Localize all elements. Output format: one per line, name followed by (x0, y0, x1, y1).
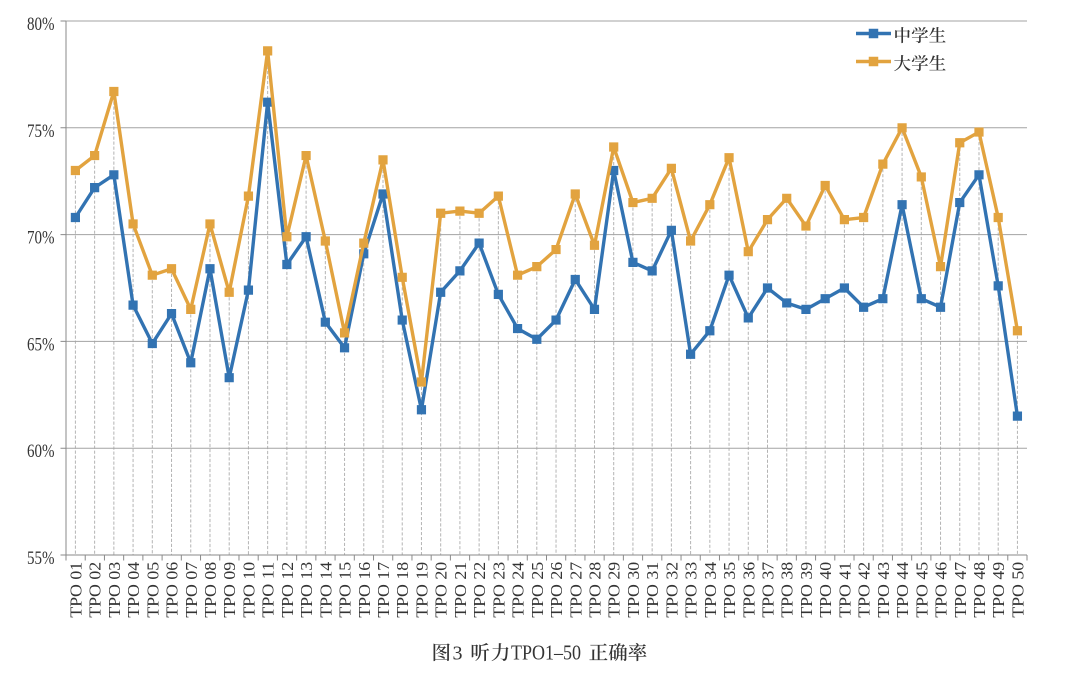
svg-text:80%: 80% (27, 14, 55, 35)
svg-text:TPO 43: TPO 43 (874, 562, 893, 618)
svg-text:TPO 23: TPO 23 (489, 562, 508, 618)
svg-text:TPO 48: TPO 48 (970, 562, 989, 618)
svg-text:TPO 36: TPO 36 (739, 562, 758, 618)
svg-text:TPO 37: TPO 37 (759, 562, 778, 618)
svg-text:TPO 22: TPO 22 (470, 562, 489, 618)
svg-text:TPO 19: TPO 19 (412, 562, 431, 618)
svg-text:TPO 44: TPO 44 (893, 562, 912, 618)
svg-text:TPO 30: TPO 30 (624, 562, 643, 618)
svg-text:TPO 04: TPO 04 (124, 562, 143, 618)
svg-text:75%: 75% (27, 121, 55, 142)
svg-text:3: 3 (453, 643, 463, 665)
svg-text:TPO 40: TPO 40 (816, 562, 835, 618)
svg-text:TPO 13: TPO 13 (297, 562, 316, 618)
svg-text:TPO 38: TPO 38 (778, 562, 797, 618)
svg-text:TPO 17: TPO 17 (374, 562, 393, 618)
svg-text:TPO 11: TPO 11 (259, 562, 278, 618)
svg-text:TPO 14: TPO 14 (316, 562, 335, 618)
svg-text:TPO 09: TPO 09 (220, 562, 239, 618)
svg-text:65%: 65% (27, 334, 55, 355)
svg-text:TPO 33: TPO 33 (682, 562, 701, 618)
svg-text:TPO 10: TPO 10 (239, 562, 258, 618)
svg-text:TPO 05: TPO 05 (143, 562, 162, 618)
svg-text:TPO 02: TPO 02 (86, 562, 105, 618)
svg-text:TPO 12: TPO 12 (278, 562, 297, 618)
svg-text:TPO 18: TPO 18 (393, 562, 412, 618)
svg-text:TPO 20: TPO 20 (432, 562, 451, 618)
svg-text:70%: 70% (27, 228, 55, 249)
svg-text:60%: 60% (27, 441, 55, 462)
svg-text:TPO 31: TPO 31 (643, 562, 662, 618)
svg-text:TPO 08: TPO 08 (201, 562, 220, 618)
svg-text:TPO 15: TPO 15 (336, 562, 355, 618)
svg-text:TPO 24: TPO 24 (509, 562, 528, 618)
svg-text:TPO 21: TPO 21 (451, 562, 470, 618)
svg-text:TPO 07: TPO 07 (182, 562, 201, 618)
svg-text:TPO 39: TPO 39 (797, 562, 816, 618)
svg-text:TPO 27: TPO 27 (566, 562, 585, 618)
svg-text:TPO 01: TPO 01 (66, 562, 85, 618)
svg-text:TPO 42: TPO 42 (855, 562, 874, 618)
svg-text:TPO 35: TPO 35 (720, 562, 739, 618)
svg-text:TPO 26: TPO 26 (547, 562, 566, 618)
svg-text:TPO 46: TPO 46 (932, 562, 951, 618)
svg-text:TPO 32: TPO 32 (662, 562, 681, 618)
svg-text:TPO 16: TPO 16 (355, 562, 374, 618)
svg-text:TPO 34: TPO 34 (701, 562, 720, 618)
svg-text:TPO 49: TPO 49 (989, 562, 1008, 618)
svg-text:TPO 06: TPO 06 (163, 562, 182, 618)
svg-text:TPO 47: TPO 47 (951, 562, 970, 618)
svg-text:TPO 41: TPO 41 (835, 562, 854, 618)
svg-text:TPO 45: TPO 45 (912, 562, 931, 618)
svg-text:TPO 25: TPO 25 (528, 562, 547, 618)
svg-text:TPO 29: TPO 29 (605, 562, 624, 618)
svg-text:55%: 55% (27, 548, 55, 569)
svg-text:TPO1–50: TPO1–50 (511, 641, 581, 665)
svg-text:TPO 50: TPO 50 (1008, 562, 1027, 618)
svg-text:TPO 28: TPO 28 (585, 562, 604, 618)
svg-text:TPO 03: TPO 03 (105, 562, 124, 618)
